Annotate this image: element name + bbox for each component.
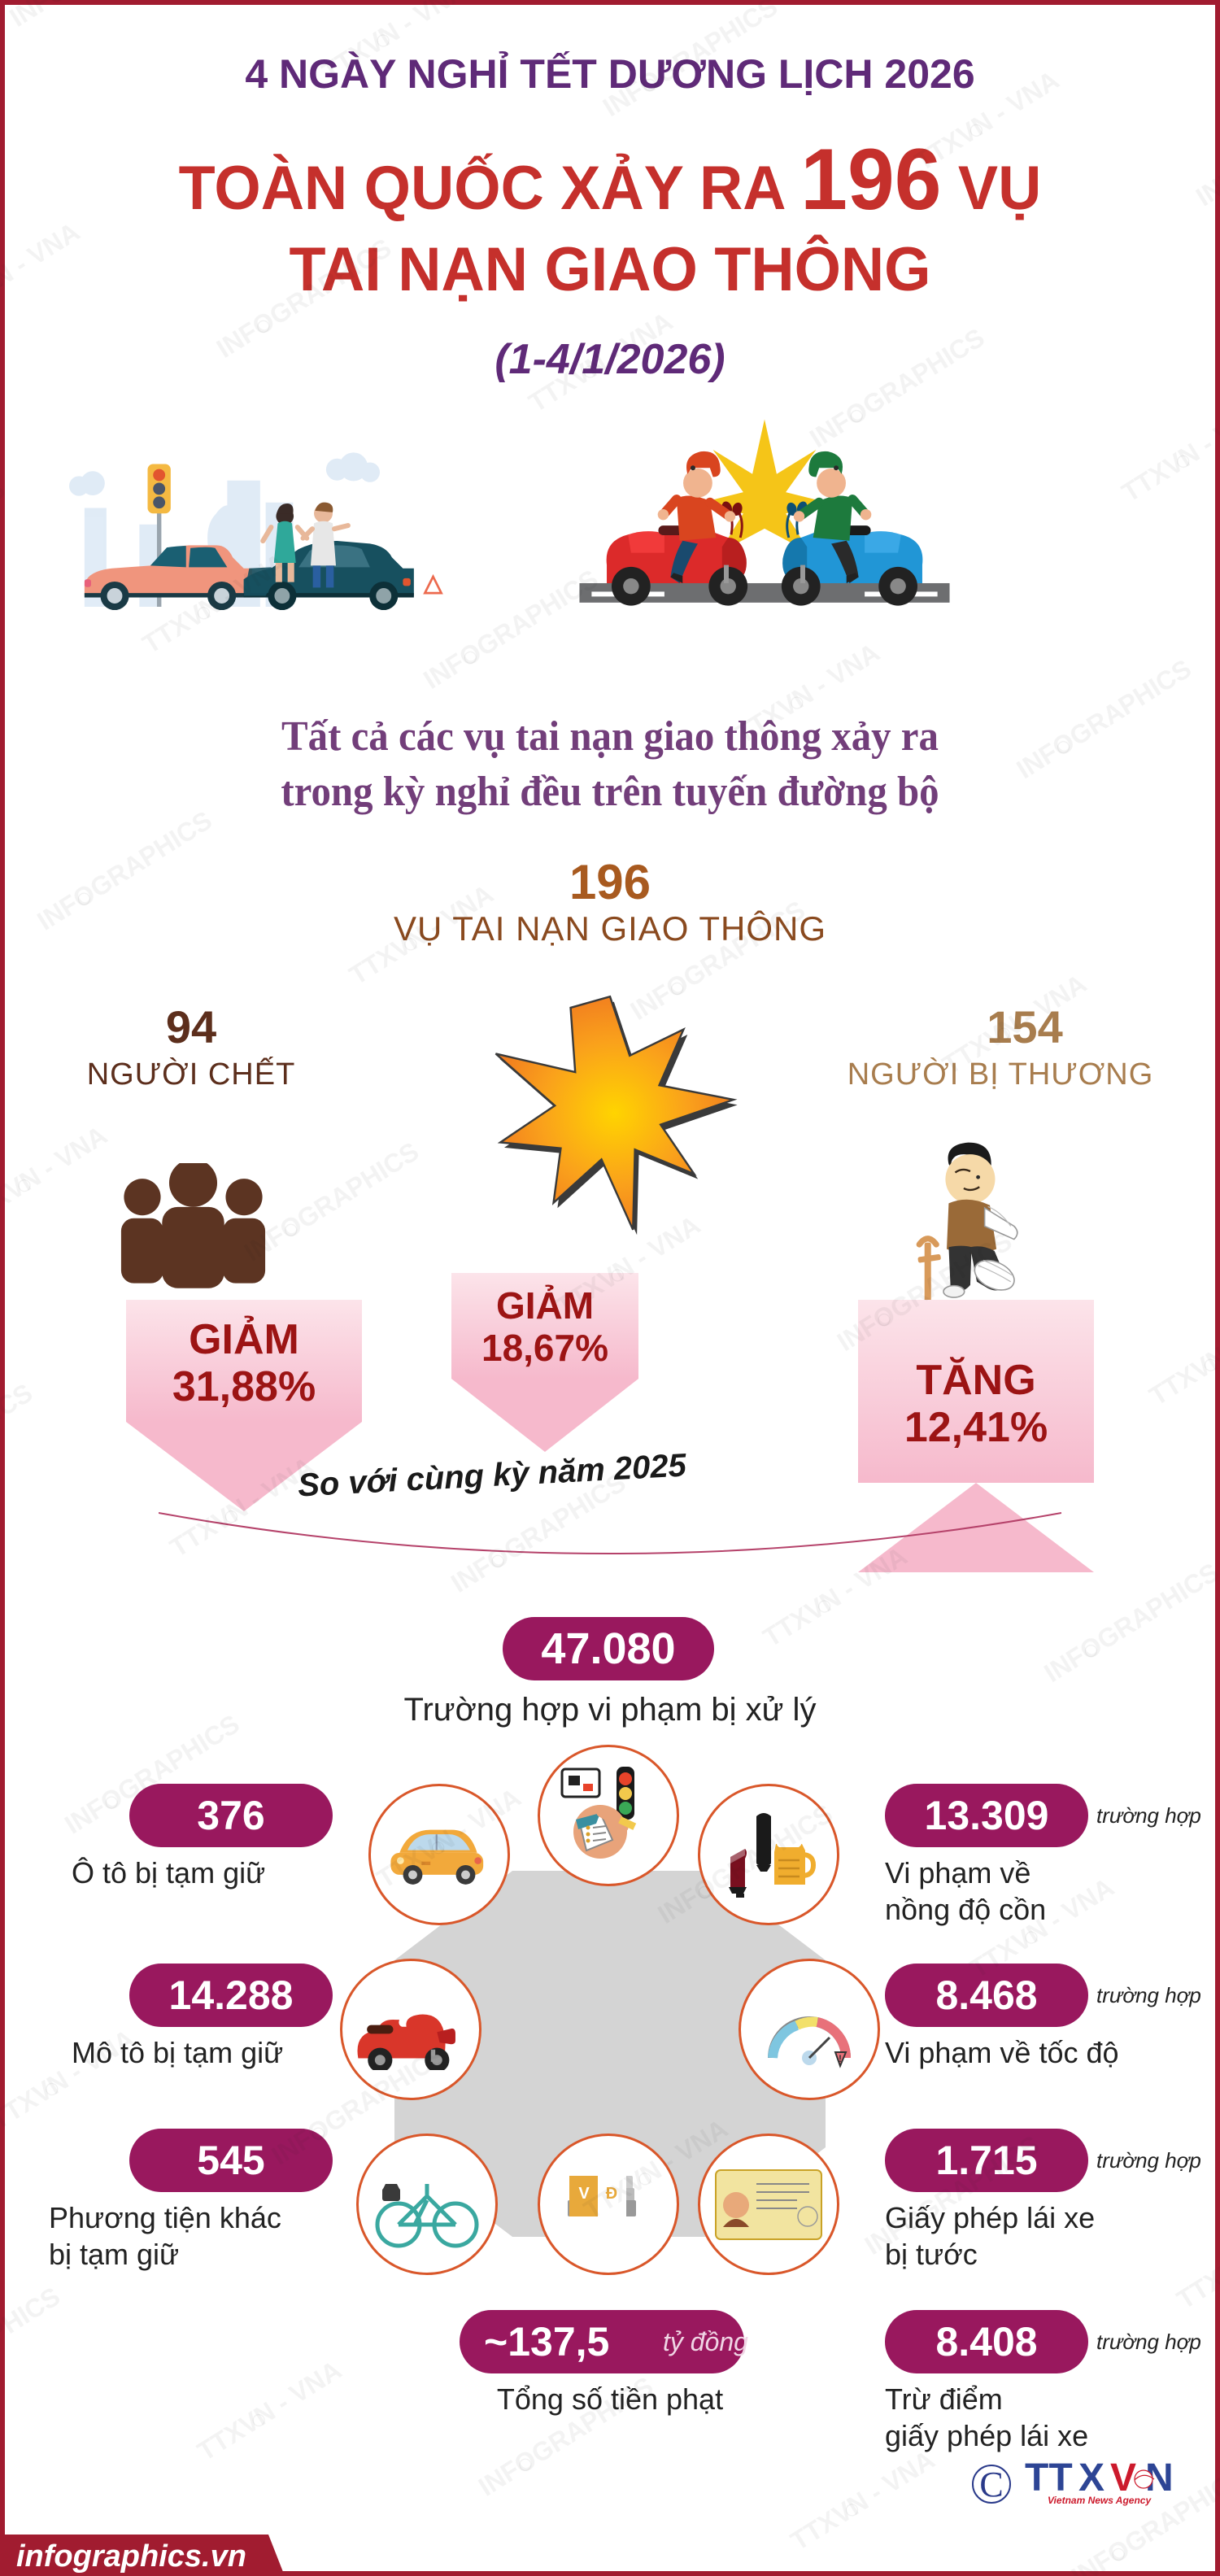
- svg-text:Vietnam News Agency: Vietnam News Agency: [1048, 2495, 1152, 2506]
- svg-text:Đ: Đ: [606, 2185, 617, 2203]
- svg-text:X: X: [1078, 2456, 1105, 2500]
- svg-text:TT: TT: [1025, 2456, 1073, 2500]
- svg-text:V: V: [578, 2185, 590, 2203]
- svg-text:!: !: [839, 2053, 842, 2064]
- svg-text:V: V: [1110, 2456, 1136, 2500]
